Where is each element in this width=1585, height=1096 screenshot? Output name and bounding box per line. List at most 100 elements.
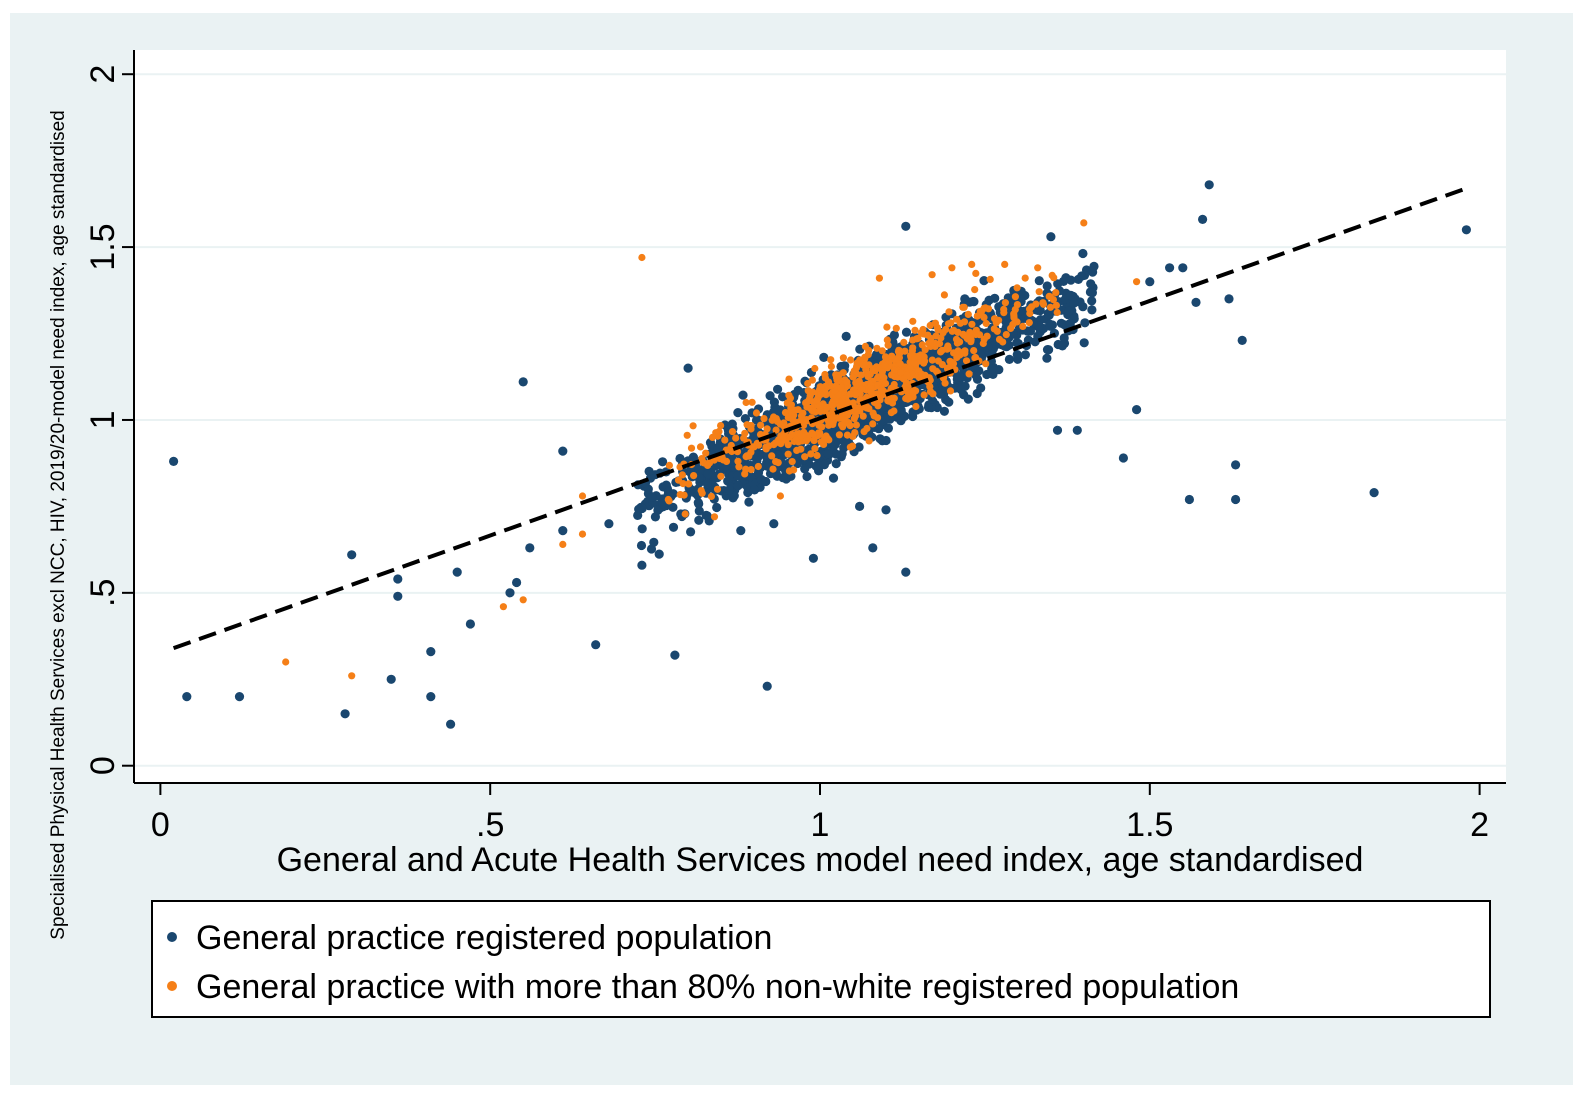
scatter-point	[991, 315, 999, 323]
scatter-point	[762, 443, 770, 451]
scatter-point	[901, 347, 909, 355]
scatter-point	[855, 378, 863, 386]
scatter-point	[946, 357, 954, 365]
scatter-point	[668, 502, 678, 512]
scatter-point	[1080, 318, 1090, 328]
x-tick-label: .5	[476, 806, 504, 844]
scatter-point	[796, 417, 804, 425]
scatter-point	[1079, 338, 1089, 348]
scatter-point	[813, 451, 821, 460]
scatter-point	[929, 390, 937, 398]
scatter-point	[1034, 276, 1044, 286]
scatter-point	[732, 471, 743, 481]
scatter-point	[1072, 425, 1082, 435]
scatter-point	[874, 424, 884, 434]
scatter-point	[710, 513, 719, 521]
scatter-point	[890, 394, 898, 402]
scatter-point	[904, 388, 912, 396]
scatter-point	[962, 357, 971, 365]
scatter-point	[829, 413, 837, 421]
scatter-point	[959, 348, 968, 356]
x-tick-label: 1	[811, 806, 830, 844]
scatter-point	[791, 406, 799, 414]
scatter-point	[664, 495, 672, 504]
scatter-point	[1042, 353, 1052, 363]
scatter-point	[813, 396, 821, 404]
scatter-point	[637, 524, 647, 534]
scatter-point	[1078, 248, 1088, 259]
scatter-point	[702, 479, 712, 489]
scatter-point	[689, 422, 697, 430]
scatter-point	[779, 433, 788, 442]
scatter-point	[828, 473, 839, 483]
scatter-point	[694, 506, 704, 516]
scatter-point	[762, 681, 772, 691]
scatter-point	[772, 426, 780, 434]
scatter-point	[911, 326, 919, 334]
scatter-point	[883, 423, 894, 433]
scatter-point	[1052, 301, 1060, 309]
scatter-point	[683, 431, 691, 439]
scatter-point	[890, 366, 899, 374]
scatter-point	[807, 450, 815, 458]
scatter-point	[811, 364, 819, 373]
scatter-point	[878, 386, 886, 395]
scatter-point	[883, 323, 891, 331]
scatter-point	[558, 446, 568, 456]
scatter-point	[681, 510, 689, 518]
scatter-point	[668, 522, 679, 532]
scatter-point	[1013, 284, 1021, 292]
scatter-point	[839, 354, 848, 362]
scatter-point	[852, 421, 861, 429]
scatter-point	[853, 406, 861, 414]
scatter-point	[1052, 289, 1060, 297]
scatter-point	[769, 465, 777, 473]
scatter-point	[878, 347, 886, 355]
scatter-point	[784, 450, 792, 458]
scatter-point	[909, 389, 917, 397]
scatter-point	[1025, 319, 1033, 327]
scatter-point	[878, 371, 886, 379]
scatter-point	[743, 421, 751, 429]
scatter-point	[724, 485, 734, 495]
scatter-point	[793, 385, 803, 395]
y-tick-label: .5	[84, 579, 122, 607]
scatter-point	[850, 415, 858, 423]
scatter-point	[674, 476, 683, 484]
scatter-point	[908, 347, 917, 355]
scatter-point	[865, 437, 873, 445]
scatter-point	[688, 452, 699, 462]
scatter-point	[979, 339, 987, 348]
scatter-point	[940, 291, 949, 299]
scatter-point	[982, 319, 990, 328]
scatter-point	[636, 540, 647, 551]
scatter-point	[921, 357, 929, 365]
scatter-point	[873, 414, 882, 422]
scatter-point	[1204, 180, 1214, 190]
scatter-point	[728, 428, 737, 436]
scatter-point	[846, 443, 855, 451]
scatter-point	[604, 519, 614, 529]
legend-marker-series-1	[167, 932, 177, 942]
scatter-point	[746, 471, 756, 482]
scatter-point	[972, 269, 980, 277]
scatter-point	[835, 414, 843, 422]
scatter-point	[1046, 303, 1055, 311]
scatter-point	[713, 485, 722, 493]
scatter-point	[786, 394, 795, 402]
scatter-point	[913, 335, 921, 343]
scatter-point	[946, 387, 955, 395]
scatter-point	[982, 360, 990, 368]
scatter-point	[960, 381, 970, 391]
scatter-point	[901, 221, 911, 231]
scatter-point	[765, 391, 775, 401]
scatter-point	[808, 553, 819, 563]
scatter-point	[875, 274, 884, 282]
scatter-point	[1043, 308, 1053, 319]
scatter-point	[1052, 425, 1063, 435]
scatter-point	[753, 468, 764, 478]
scatter-point	[734, 457, 742, 465]
scatter-point	[1369, 488, 1379, 498]
scatter-point	[712, 502, 722, 513]
scatter-point	[890, 407, 898, 415]
